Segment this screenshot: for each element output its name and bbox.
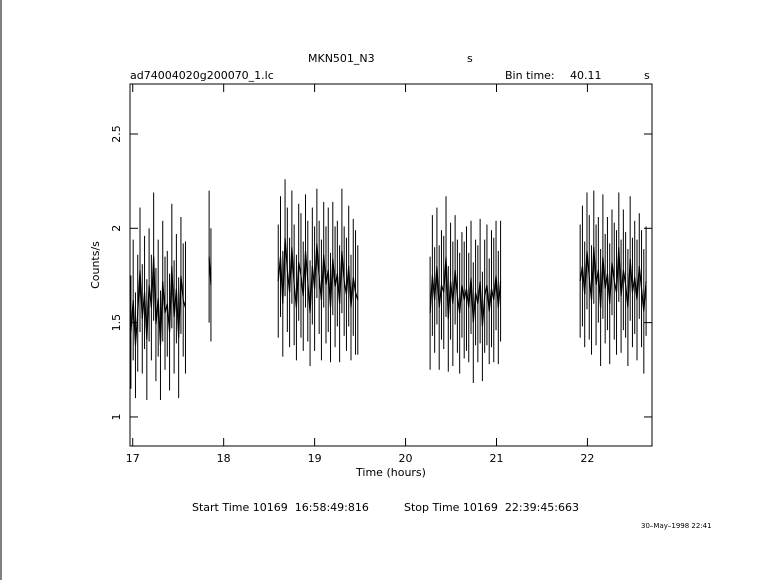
x-tick-label: 17: [126, 452, 140, 465]
file-name: ad74004020g200070_1.lc: [130, 69, 274, 82]
start-time: Start Time 10169 16:58:49:816: [192, 501, 369, 514]
date-stamp: 30–May–1998 22:41: [641, 522, 712, 530]
x-tick-label: 20: [399, 452, 413, 465]
y-tick-label: 2: [110, 225, 123, 232]
plot-frame: [129, 83, 653, 447]
stop-time: Stop Time 10169 22:39:45:663: [404, 501, 579, 514]
x-axis-label: Time (hours): [355, 466, 426, 479]
y-tick-label: 1: [110, 413, 123, 420]
bin-time: 40.11: [570, 69, 602, 82]
x-tick-label: 21: [489, 452, 503, 465]
x-tick-label: 22: [580, 452, 594, 465]
y-tick-label: 1.5: [110, 314, 123, 332]
x-tick-label: 19: [308, 452, 322, 465]
title-unit: s: [467, 52, 473, 65]
y-tick-label: 2.5: [110, 125, 123, 143]
light-curve: [130, 237, 647, 346]
y-axis-label: Counts/s: [89, 241, 102, 289]
x-tick-label: 18: [217, 452, 231, 465]
bin-time-label: Bin time:: [505, 69, 555, 82]
bin-time-unit: s: [644, 69, 650, 82]
chart-title: MKN501_N3: [308, 52, 375, 65]
